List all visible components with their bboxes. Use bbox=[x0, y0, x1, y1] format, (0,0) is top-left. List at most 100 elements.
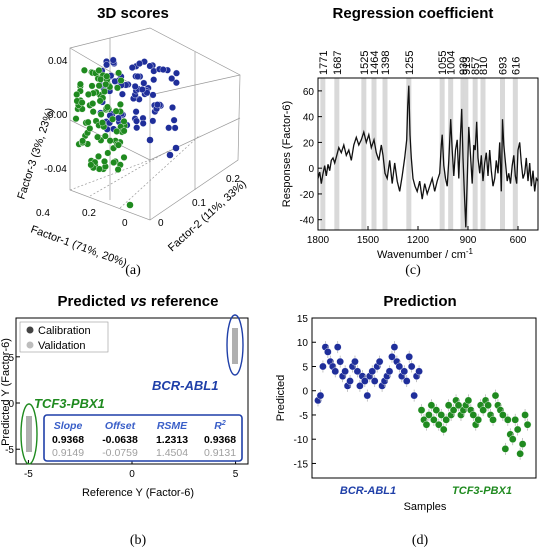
y-tick-label: 10 bbox=[297, 338, 309, 349]
data-point bbox=[410, 391, 418, 400]
data-point bbox=[499, 411, 507, 419]
panel-d-title: Prediction bbox=[383, 293, 456, 310]
stats-val-r2: 0.9131 bbox=[204, 447, 236, 459]
z-tick: -0.04 bbox=[44, 164, 67, 175]
data-point bbox=[523, 420, 532, 429]
band-label-616: 616 bbox=[510, 57, 522, 75]
green-point bbox=[120, 117, 128, 125]
blue-point bbox=[131, 82, 139, 90]
green-point bbox=[76, 80, 84, 88]
y-tick-label: -40 bbox=[300, 216, 315, 227]
data-point bbox=[407, 362, 416, 371]
green-point bbox=[78, 99, 86, 107]
green-point bbox=[94, 152, 102, 160]
green-point bbox=[87, 161, 95, 169]
data-point bbox=[333, 343, 342, 351]
stats-cal-offset: -0.0638 bbox=[102, 434, 138, 446]
blue-point bbox=[171, 124, 179, 132]
data-point bbox=[395, 362, 404, 371]
data-point bbox=[375, 357, 384, 366]
band-810 bbox=[480, 78, 486, 230]
outlier-point bbox=[126, 201, 134, 209]
data-point bbox=[422, 420, 431, 429]
green-point bbox=[73, 90, 81, 98]
blue-point bbox=[128, 64, 136, 72]
panel-c-frame bbox=[317, 77, 539, 231]
panel-c-title: Regression coefficient bbox=[333, 5, 494, 22]
green-point bbox=[94, 133, 102, 141]
x-tick: 0 bbox=[122, 218, 128, 229]
data-point bbox=[415, 367, 423, 376]
blue-point bbox=[135, 60, 143, 68]
data-point bbox=[341, 367, 349, 376]
green-point bbox=[100, 157, 108, 165]
panel-label-b: (b) bbox=[130, 533, 147, 548]
green-point bbox=[101, 132, 109, 140]
data-point bbox=[439, 425, 448, 434]
band-1004 bbox=[448, 78, 454, 230]
group-label-bcr-abl1: BCR-ABL1 bbox=[340, 485, 396, 497]
data-point bbox=[491, 391, 500, 400]
y-tick: 0 bbox=[158, 218, 164, 229]
green-point bbox=[86, 124, 94, 132]
outlier-point bbox=[172, 144, 180, 152]
data-point bbox=[353, 367, 362, 376]
panel-d-frame bbox=[311, 317, 537, 479]
data-point bbox=[489, 416, 497, 424]
panel-d-points bbox=[314, 341, 532, 460]
band-857 bbox=[472, 78, 478, 230]
blue-point bbox=[118, 90, 126, 98]
blue-point bbox=[146, 62, 154, 70]
green-point bbox=[109, 115, 117, 123]
panel-a-ylabel: Factor-2 (11%, 33%) bbox=[166, 178, 249, 254]
stats-val-offset: -0.0759 bbox=[102, 447, 138, 459]
green-point bbox=[112, 107, 120, 115]
band-label-1464: 1464 bbox=[369, 51, 381, 75]
y-tick-label: 40 bbox=[303, 113, 315, 124]
panel-d-ylabel: Predicted bbox=[275, 375, 287, 421]
data-point bbox=[464, 396, 473, 405]
blue-point bbox=[153, 101, 161, 109]
y-tick-label: 15 bbox=[297, 314, 309, 325]
data-point bbox=[511, 416, 520, 424]
y-tick-label: 20 bbox=[303, 138, 315, 149]
band-label-857: 857 bbox=[470, 57, 482, 75]
legend-calibration: Calibration bbox=[38, 325, 91, 337]
data-point bbox=[319, 362, 327, 371]
z-tick: 0.00 bbox=[48, 110, 68, 121]
panel-c-xlabel: Wavenumber / cm-1 bbox=[377, 247, 474, 261]
green-point bbox=[95, 82, 103, 90]
data-point bbox=[501, 445, 510, 453]
blue-point bbox=[172, 69, 180, 77]
panel-d-xlabel: Samples bbox=[404, 501, 447, 513]
x-tick-label: 600 bbox=[510, 235, 527, 246]
band-1398 bbox=[382, 78, 388, 230]
data-point bbox=[363, 391, 372, 400]
green-point bbox=[88, 82, 96, 90]
panel-a-title: 3D scores bbox=[97, 5, 169, 22]
data-point bbox=[400, 367, 409, 376]
panel-c-yticks: 60 40 20 0 -20 -40 bbox=[300, 87, 322, 227]
blue-point bbox=[132, 117, 140, 125]
data-point bbox=[444, 401, 453, 410]
data-point bbox=[385, 367, 394, 376]
panel-b-title: Predicted vs reference bbox=[58, 293, 219, 310]
band-1055 bbox=[439, 78, 445, 230]
green-point bbox=[98, 119, 106, 127]
blue-point bbox=[134, 72, 142, 80]
band-1525 bbox=[361, 78, 367, 230]
y-tick-label: -20 bbox=[300, 190, 315, 201]
data-point bbox=[508, 435, 517, 444]
tcf3-pbx1-ellipse bbox=[20, 403, 38, 465]
green-point bbox=[84, 118, 92, 126]
blue-point bbox=[133, 124, 141, 132]
tcf3-pbx1-point-cluster bbox=[26, 416, 32, 452]
y-tick-label: 0 bbox=[8, 399, 14, 410]
x-tick-label: 1800 bbox=[307, 235, 330, 246]
data-point bbox=[425, 411, 433, 419]
blue-point bbox=[172, 79, 180, 87]
y-tick-label: -10 bbox=[294, 435, 309, 446]
band-label-1687: 1687 bbox=[332, 51, 344, 75]
